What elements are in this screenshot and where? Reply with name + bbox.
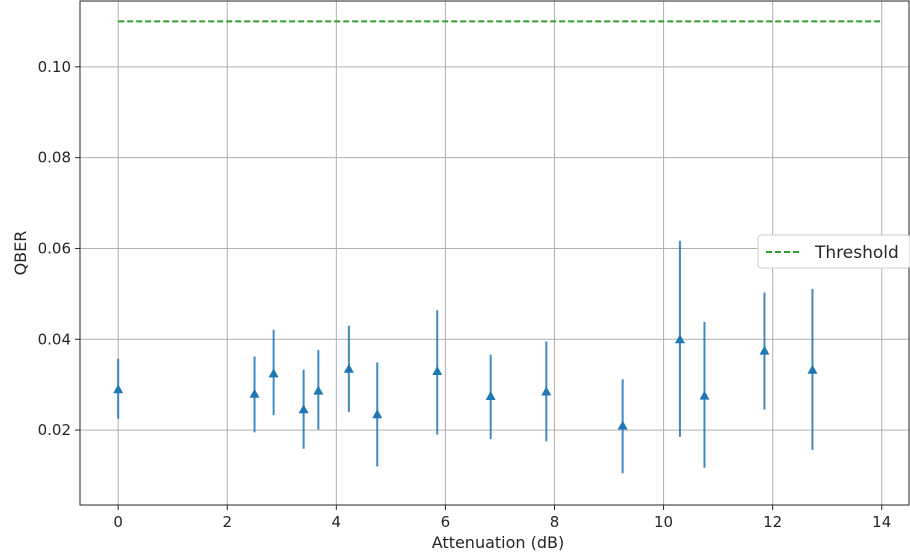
legend: Threshold: [757, 234, 910, 269]
data-point: [674, 334, 685, 344]
data-point: [432, 366, 443, 376]
y-tick-label: 0.08: [38, 149, 71, 167]
x-axis-label: Attenuation (dB): [432, 533, 565, 552]
y-tick-label: 0.10: [38, 58, 71, 76]
data-point: [759, 345, 770, 355]
data-point: [268, 368, 279, 378]
x-tick-label: 4: [332, 513, 342, 531]
data-point: [313, 385, 324, 395]
x-tick-label: 10: [654, 513, 673, 531]
x-tick-label: 6: [441, 513, 451, 531]
x-axis-ticks: 0 2 4 6 8 10 12 14: [113, 505, 891, 531]
data-point: [807, 364, 818, 374]
data-markers: [113, 334, 818, 430]
y-tick-label: 0.04: [38, 330, 71, 348]
y-axis-label: QBER: [11, 231, 30, 276]
legend-threshold-label: Threshold: [814, 243, 899, 263]
data-point: [113, 384, 124, 394]
data-point: [249, 388, 260, 398]
x-tick-label: 12: [763, 513, 782, 531]
y-tick-label: 0.02: [38, 421, 71, 439]
data-point: [699, 390, 710, 400]
x-tick-label: 0: [113, 513, 123, 531]
data-point: [485, 391, 496, 401]
y-tick-label: 0.06: [38, 239, 71, 257]
x-tick-label: 8: [550, 513, 560, 531]
data-point: [298, 404, 309, 414]
data-point: [343, 363, 354, 373]
data-point: [617, 420, 628, 430]
data-point: [372, 409, 383, 419]
data-point: [541, 386, 552, 396]
y-axis-ticks: 0.02 0.04 0.06 0.08 0.10: [38, 58, 80, 439]
legend-box: [757, 234, 910, 269]
x-tick-label: 2: [222, 513, 232, 531]
x-tick-label: 14: [872, 513, 891, 531]
